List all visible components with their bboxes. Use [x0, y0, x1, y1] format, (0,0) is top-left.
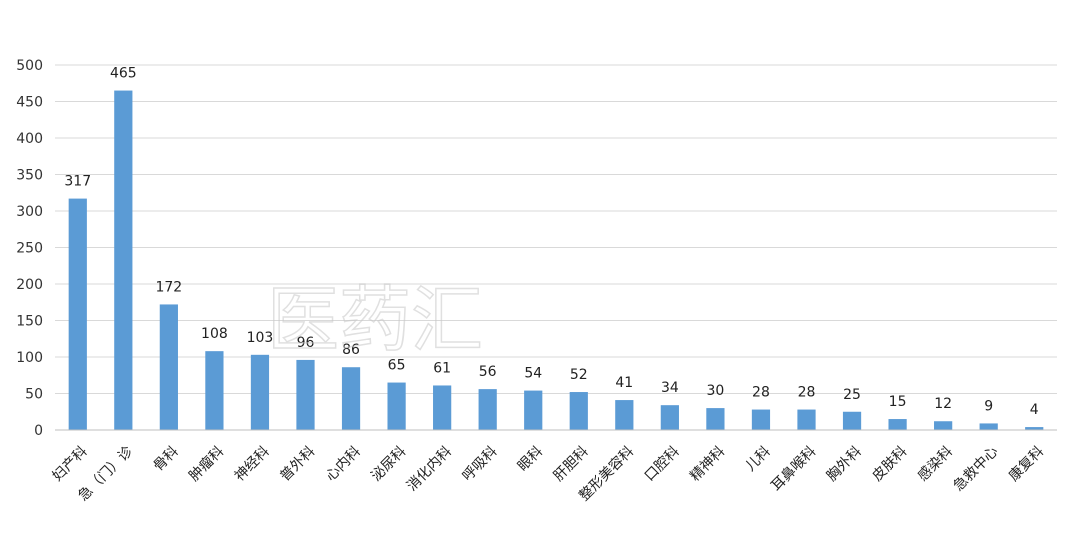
- x-tick-label: 眼科: [515, 444, 546, 475]
- x-tick-label: 皮肤科: [869, 444, 910, 485]
- y-tick-label: 300: [16, 204, 43, 220]
- bar: [114, 90, 133, 431]
- x-tick-label: 骨科: [151, 444, 182, 475]
- x-tick-label: 康复科: [1005, 443, 1047, 485]
- y-tick-label: 100: [16, 350, 43, 366]
- x-tick-label: 精神科: [687, 444, 728, 485]
- bar: [842, 411, 862, 430]
- bar: [205, 351, 224, 430]
- y-tick-label: 500: [16, 58, 43, 74]
- y-tick-label: 50: [25, 387, 43, 403]
- data-label: 15: [889, 394, 907, 410]
- data-label: 25: [843, 387, 861, 403]
- bar: [706, 408, 725, 430]
- bars: [68, 90, 1044, 431]
- bar: [341, 367, 361, 430]
- bar: [296, 359, 315, 430]
- bar: [159, 304, 178, 430]
- bar: [387, 382, 406, 430]
- data-label: 28: [752, 385, 770, 401]
- data-label: 30: [706, 383, 724, 399]
- x-tick-label: 急救中心: [951, 444, 1002, 495]
- y-axis-ticks: 0 50 100 150 200 250 300 350 400 450 500: [16, 58, 43, 439]
- watermark: 医药汇: [267, 278, 483, 362]
- data-label: 41: [615, 375, 633, 391]
- y-tick-label: 350: [16, 168, 43, 184]
- y-tick-label: 0: [34, 423, 43, 439]
- x-tick-label: 泌尿科: [368, 444, 409, 485]
- bar: [68, 198, 87, 430]
- bar: [569, 392, 588, 430]
- data-label: 86: [342, 342, 360, 358]
- y-tick-label: 250: [16, 241, 43, 257]
- data-label: 54: [524, 366, 542, 382]
- x-tick-label: 普外科: [277, 444, 318, 485]
- data-label: 28: [798, 385, 816, 401]
- bar: [433, 385, 452, 430]
- x-tick-label: 肝胆科: [551, 444, 592, 485]
- bar: [660, 405, 679, 430]
- y-tick-label: 450: [16, 95, 43, 111]
- x-tick-label: 呼吸科: [459, 444, 500, 485]
- data-label: 65: [388, 358, 406, 374]
- bar: [797, 409, 816, 430]
- data-label: 96: [297, 335, 315, 351]
- x-tick-label: 肿瘤科: [186, 443, 228, 485]
- data-label: 34: [661, 380, 679, 396]
- data-label: 56: [479, 364, 497, 380]
- bar: [524, 390, 543, 430]
- data-label: 172: [155, 279, 182, 295]
- bar: [250, 354, 270, 430]
- x-tick-label: 心内科: [323, 444, 364, 485]
- bar: [751, 409, 771, 430]
- x-tick-label: 胸外科: [824, 444, 865, 485]
- x-tick-label: 耳鼻喉科: [768, 443, 820, 495]
- x-tick-label: 神经科: [232, 444, 273, 485]
- bar: [478, 389, 497, 430]
- x-tick-label: 妇产科: [49, 443, 91, 485]
- x-tick-label: 儿科: [743, 444, 774, 475]
- data-label: 12: [934, 396, 952, 412]
- y-tick-label: 200: [16, 277, 43, 293]
- bar: [934, 421, 953, 430]
- x-tick-label: 口腔科: [642, 444, 683, 485]
- data-label: 4: [1030, 402, 1039, 418]
- y-tick-label: 150: [16, 314, 43, 330]
- bar: [615, 400, 634, 430]
- data-label: 103: [247, 330, 274, 346]
- bar: [979, 423, 998, 430]
- data-label: 52: [570, 367, 588, 383]
- data-label: 108: [201, 326, 228, 342]
- bar: [1025, 427, 1044, 430]
- bar: [888, 419, 907, 430]
- data-label: 465: [110, 66, 137, 82]
- x-tick-label: 感染科: [914, 443, 956, 485]
- data-label: 317: [64, 174, 91, 190]
- data-label: 61: [433, 360, 451, 376]
- data-label: 9: [984, 398, 993, 414]
- y-tick-label: 400: [16, 131, 43, 147]
- gridlines: [55, 64, 1057, 394]
- x-tick-label: 消化内科: [404, 444, 455, 495]
- data-labels: 317 465 172 108 103 96 86 65 61 56 54 52 41 34 30 28 28 2…: [64, 66, 1038, 419]
